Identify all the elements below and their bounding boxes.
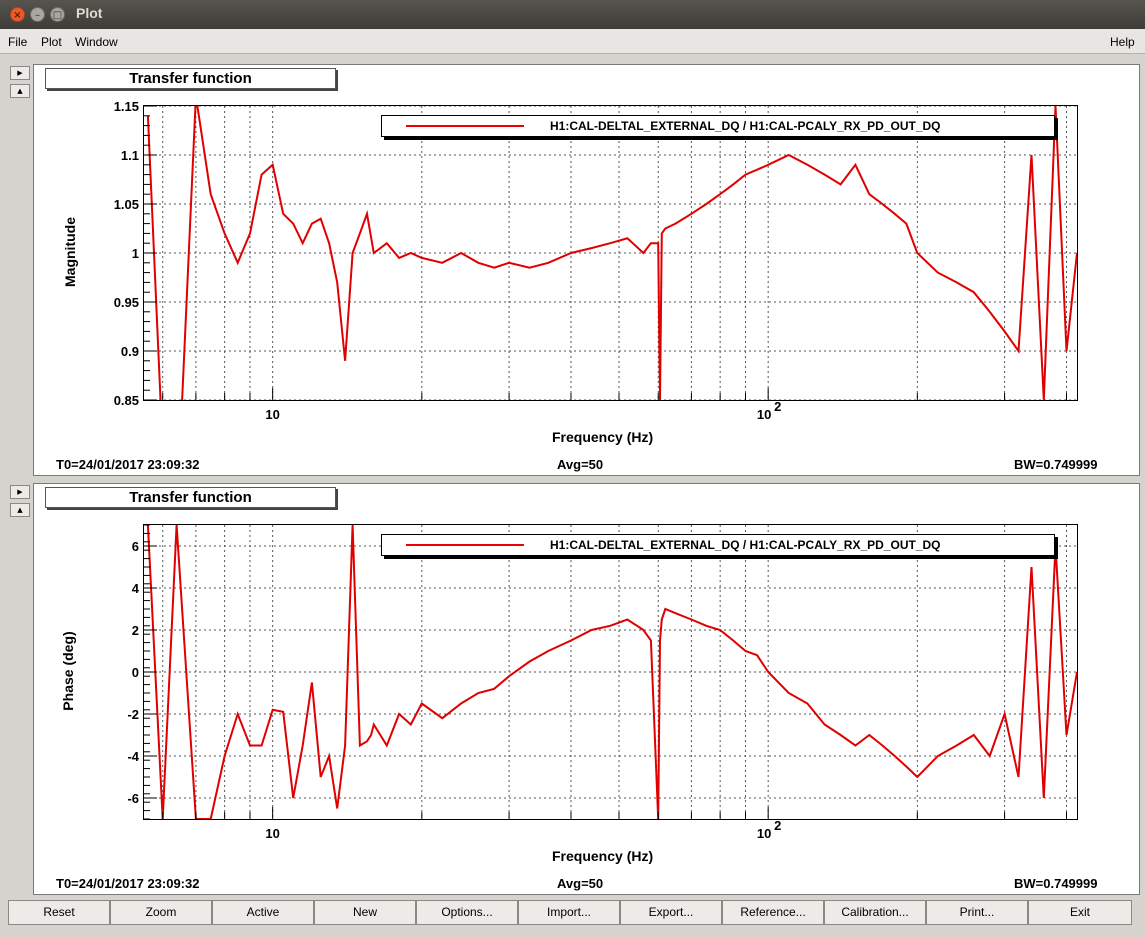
print-button[interactable]: Print... — [926, 900, 1028, 925]
panel2-t0: T0=24/01/2017 23:09:32 — [56, 876, 200, 891]
new-button[interactable]: New — [314, 900, 416, 925]
panel2-avg: Avg=50 — [557, 876, 604, 891]
panel1-expand-button[interactable]: ▶ — [10, 66, 30, 80]
panel2-title: Transfer function — [45, 487, 336, 508]
phase-legend: H1:CAL-DELTAL_EXTERNAL_DQ / H1:CAL-PCALY… — [381, 534, 1055, 556]
import-button[interactable]: Import... — [518, 900, 620, 925]
title-bar: × – □ Plot — [0, 0, 1145, 29]
menu-window[interactable]: Window — [75, 35, 118, 49]
close-window-button[interactable]: × — [10, 7, 25, 22]
phase-plot-svg — [144, 525, 1077, 819]
menu-plot[interactable]: Plot — [41, 35, 62, 49]
menu-bar: File Plot Window Help — [0, 29, 1145, 54]
zoom-button[interactable]: Zoom — [110, 900, 212, 925]
magnitude-plot-svg — [144, 106, 1077, 400]
legend-line-swatch — [406, 544, 524, 546]
reference-button[interactable]: Reference... — [722, 900, 824, 925]
reset-button[interactable]: Reset — [8, 900, 110, 925]
panel1-bw: BW=0.749999 — [1014, 457, 1098, 472]
panel1-t0: T0=24/01/2017 23:09:32 — [56, 457, 200, 472]
magnitude-plot-area[interactable] — [143, 105, 1078, 401]
options-button[interactable]: Options... — [416, 900, 518, 925]
window-title: Plot — [76, 5, 103, 21]
magnitude-xlabel: Frequency (Hz) — [552, 429, 654, 445]
minimize-window-button[interactable]: – — [30, 7, 45, 22]
phase-xlabel: Frequency (Hz) — [552, 848, 654, 864]
panel1-collapse-button[interactable]: ▲ — [10, 84, 30, 98]
menu-file[interactable]: File — [8, 35, 28, 49]
panel2-bw: BW=0.749999 — [1014, 876, 1098, 891]
legend-entry: H1:CAL-DELTAL_EXTERNAL_DQ / H1:CAL-PCALY… — [550, 538, 941, 552]
data-trace — [146, 106, 1077, 400]
panel1-title: Transfer function — [45, 68, 336, 89]
panel2-expand-button[interactable]: ▶ — [10, 485, 30, 499]
data-trace — [146, 525, 1077, 819]
export-button[interactable]: Export... — [620, 900, 722, 925]
button-bar: Reset Zoom Active New Options... Import.… — [8, 900, 1132, 925]
exit-button[interactable]: Exit — [1028, 900, 1132, 925]
menu-help[interactable]: Help — [1110, 35, 1135, 49]
panel1-avg: Avg=50 — [557, 457, 604, 472]
panel2-collapse-button[interactable]: ▲ — [10, 503, 30, 517]
calibration-button[interactable]: Calibration... — [824, 900, 926, 925]
phase-plot-area[interactable] — [143, 524, 1078, 820]
magnitude-legend: H1:CAL-DELTAL_EXTERNAL_DQ / H1:CAL-PCALY… — [381, 115, 1055, 137]
active-button[interactable]: Active — [212, 900, 314, 925]
phase-ylabel: Phase (deg) — [60, 631, 76, 711]
bottom-strip — [0, 927, 1145, 937]
maximize-window-button[interactable]: □ — [50, 7, 65, 22]
magnitude-ylabel: Magnitude — [62, 217, 78, 287]
legend-entry: H1:CAL-DELTAL_EXTERNAL_DQ / H1:CAL-PCALY… — [550, 119, 941, 133]
legend-line-swatch — [406, 125, 524, 127]
